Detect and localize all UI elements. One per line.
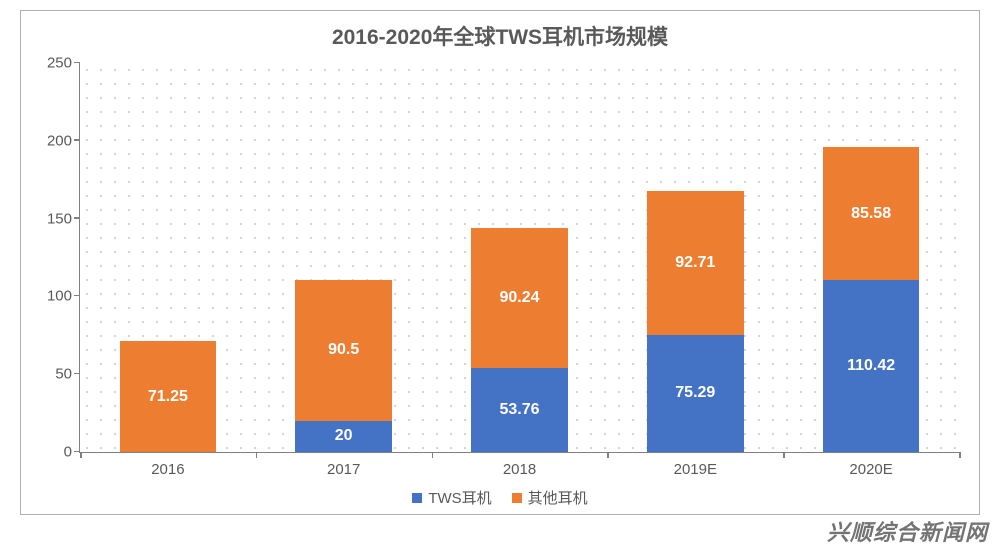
x-axis-category-label: 2018 (503, 461, 536, 478)
bar-segment-other: 85.58 (823, 147, 920, 280)
bar-segment-tws: 20 (295, 421, 392, 452)
y-axis-tick-mark (74, 139, 80, 141)
y-axis-tick-label: 50 (32, 366, 72, 383)
watermark-text: 兴顺综合新闻网 (827, 515, 988, 547)
y-axis-tick-mark (74, 295, 80, 297)
y-axis-tick-label: 0 (32, 444, 72, 461)
bar-value-label: 85.58 (823, 205, 920, 223)
legend-item-other: 其他耳机 (512, 487, 588, 508)
legend: TWS耳机 其他耳机 (21, 487, 979, 508)
legend-label: TWS耳机 (428, 487, 491, 508)
bar-segment-tws: 110.42 (823, 280, 920, 452)
bar-value-label: 110.42 (823, 357, 920, 375)
bar-value-label: 92.71 (647, 254, 744, 272)
y-axis-tick-mark (74, 62, 80, 64)
y-axis-tick-label: 150 (32, 210, 72, 227)
bar-segment-tws: 53.76 (471, 368, 568, 452)
bar-value-label: 71.25 (120, 388, 217, 406)
x-axis-category-label: 2019E (674, 461, 717, 478)
x-axis-category-label: 2020E (849, 461, 892, 478)
bar-segment-other: 92.71 (647, 191, 744, 335)
legend-item-tws: TWS耳机 (412, 487, 491, 508)
bar-value-label: 53.76 (471, 401, 568, 419)
plot-area: 0501001502002502016071.2520172090.520185… (79, 63, 959, 453)
bar-value-label: 90.5 (295, 341, 392, 359)
bar-value-label: 90.24 (471, 289, 568, 307)
legend-swatch (512, 493, 522, 503)
x-axis-tick-mark (432, 452, 434, 458)
x-axis-category-label: 2017 (327, 461, 360, 478)
legend-swatch (412, 493, 422, 503)
legend-label: 其他耳机 (528, 487, 588, 508)
y-axis-tick-mark (74, 217, 80, 219)
x-axis-tick-mark (607, 452, 609, 458)
chart-title: 2016-2020年全球TWS耳机市场规模 (21, 21, 979, 51)
y-axis-tick-label: 100 (32, 288, 72, 305)
bar-value-label: 75.29 (647, 384, 744, 402)
x-axis-tick-mark (783, 452, 785, 458)
x-axis-tick-mark (959, 452, 961, 458)
x-axis-tick-mark (80, 452, 82, 458)
y-axis-tick-label: 200 (32, 132, 72, 149)
bar-segment-other: 71.25 (120, 341, 217, 452)
chart-container: 2016-2020年全球TWS耳机市场规模 050100150200250201… (20, 10, 980, 515)
bar-segment-other: 90.5 (295, 280, 392, 421)
x-axis-tick-mark (256, 452, 258, 458)
y-axis-tick-label: 250 (32, 55, 72, 72)
y-axis-tick-mark (74, 373, 80, 375)
bar-value-label: 20 (295, 427, 392, 445)
bar-segment-other: 90.24 (471, 228, 568, 368)
x-axis-category-label: 2016 (151, 461, 184, 478)
bar-segment-tws: 75.29 (647, 335, 744, 452)
